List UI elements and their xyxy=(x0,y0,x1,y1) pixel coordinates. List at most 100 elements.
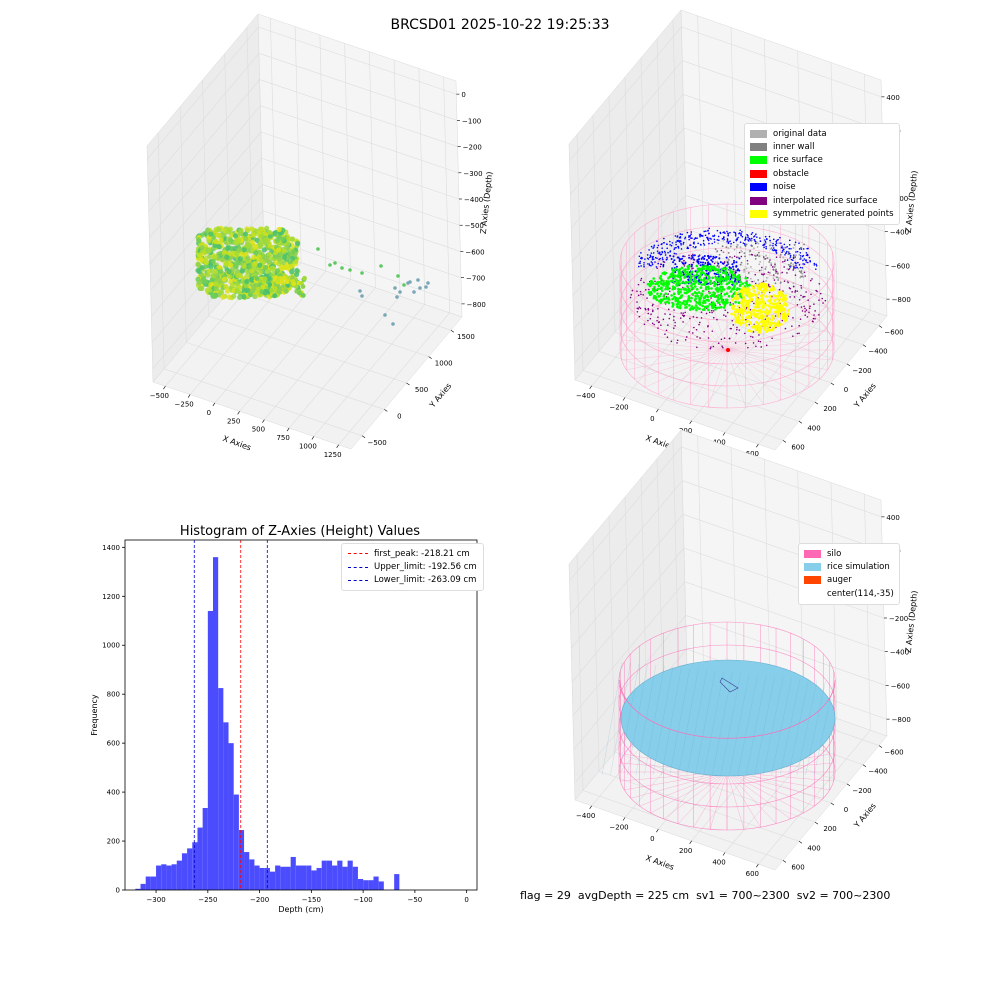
data-point xyxy=(273,249,279,256)
data-point xyxy=(206,227,213,234)
symmetric-point xyxy=(734,316,738,319)
rice-point xyxy=(731,294,734,298)
data-point xyxy=(276,289,282,295)
interpolated-point xyxy=(688,254,690,257)
rice-point xyxy=(687,288,691,291)
data-point xyxy=(271,281,277,288)
rice-point xyxy=(707,276,711,279)
rice-point xyxy=(687,288,691,292)
interpolated-point xyxy=(667,293,669,295)
rice-point xyxy=(709,282,712,285)
histogram-bar xyxy=(166,865,172,890)
data-point xyxy=(222,228,228,234)
noise-point xyxy=(694,246,697,249)
data-point xyxy=(274,286,281,293)
grid-line xyxy=(592,115,600,352)
symmetric-point xyxy=(768,299,771,303)
wall-point xyxy=(800,270,803,273)
interpolated-point xyxy=(717,297,719,299)
data-point xyxy=(294,239,300,245)
data-point xyxy=(225,244,231,250)
noise-point xyxy=(729,278,732,281)
symmetric-point xyxy=(784,297,788,301)
noise-point xyxy=(690,257,693,260)
noise-point xyxy=(650,264,652,267)
data-point xyxy=(224,256,230,262)
surface-mesh xyxy=(729,673,750,776)
data-point xyxy=(270,273,276,280)
wall-point xyxy=(745,267,748,270)
noise-point xyxy=(676,256,679,259)
symmetric-point xyxy=(748,291,752,295)
symmetric-point xyxy=(776,295,780,298)
rice-point xyxy=(658,276,662,280)
symmetric-point xyxy=(770,314,774,318)
symmetric-point xyxy=(759,314,762,318)
data-point xyxy=(204,231,210,237)
symmetric-point xyxy=(741,321,745,325)
interpolated-point xyxy=(812,320,814,323)
noise-point xyxy=(665,259,668,261)
interpolated-point xyxy=(800,287,803,289)
rice-point xyxy=(669,279,673,283)
wall-point xyxy=(775,268,777,271)
grid-line xyxy=(592,535,600,772)
symmetric-point xyxy=(734,310,738,314)
data-point xyxy=(278,250,284,257)
symmetric-point xyxy=(741,298,745,302)
rice-point xyxy=(704,287,708,291)
data-point xyxy=(246,268,253,274)
symmetric-point xyxy=(745,324,748,327)
rice-point xyxy=(680,302,684,305)
noise-point xyxy=(690,265,693,268)
data-point xyxy=(238,260,244,266)
noise-point xyxy=(775,240,777,243)
rice-point xyxy=(660,286,663,290)
data-point xyxy=(270,276,276,282)
rice-point xyxy=(679,288,683,291)
rice-point xyxy=(651,287,655,291)
grid-line xyxy=(656,38,664,275)
panel4-legend: silo rice simulation auger center(114,-3… xyxy=(798,543,900,605)
data-point xyxy=(210,292,216,299)
data-point xyxy=(213,262,220,268)
symmetric-point xyxy=(773,306,777,310)
data-point xyxy=(293,258,299,265)
rice-point xyxy=(678,279,682,282)
noise-point xyxy=(779,236,781,239)
data-point xyxy=(272,286,278,291)
symmetric-point xyxy=(738,319,741,322)
histogram-bar xyxy=(259,867,265,890)
data-point xyxy=(248,291,254,297)
symmetric-point xyxy=(780,312,784,316)
data-point xyxy=(251,284,257,290)
noise-point xyxy=(720,277,723,280)
noise-point xyxy=(764,242,767,245)
grid-line xyxy=(576,134,584,371)
data-point xyxy=(278,273,284,280)
noise-point xyxy=(671,281,674,284)
data-point xyxy=(276,285,282,291)
wall-point xyxy=(766,257,769,259)
interpolated-point xyxy=(721,268,723,271)
data-point xyxy=(236,289,242,295)
noise-point xyxy=(670,257,673,260)
data-point xyxy=(199,283,205,290)
noise-point xyxy=(690,233,692,235)
rice-point xyxy=(689,307,692,310)
data-point xyxy=(198,271,205,278)
data-point xyxy=(251,231,257,237)
interpolated-point xyxy=(707,325,709,328)
data-point xyxy=(245,240,251,246)
legend-label: noise xyxy=(773,182,796,193)
interpolated-point xyxy=(719,276,721,279)
x-tick-label: 200 xyxy=(679,427,692,435)
noise-point xyxy=(716,280,719,283)
rice-point xyxy=(718,273,722,277)
rice-point xyxy=(678,270,681,274)
symmetric-point xyxy=(751,294,755,297)
grid-line xyxy=(697,15,704,252)
rice-point xyxy=(664,271,668,275)
interpolated-point xyxy=(638,315,641,318)
data-point xyxy=(219,281,225,287)
